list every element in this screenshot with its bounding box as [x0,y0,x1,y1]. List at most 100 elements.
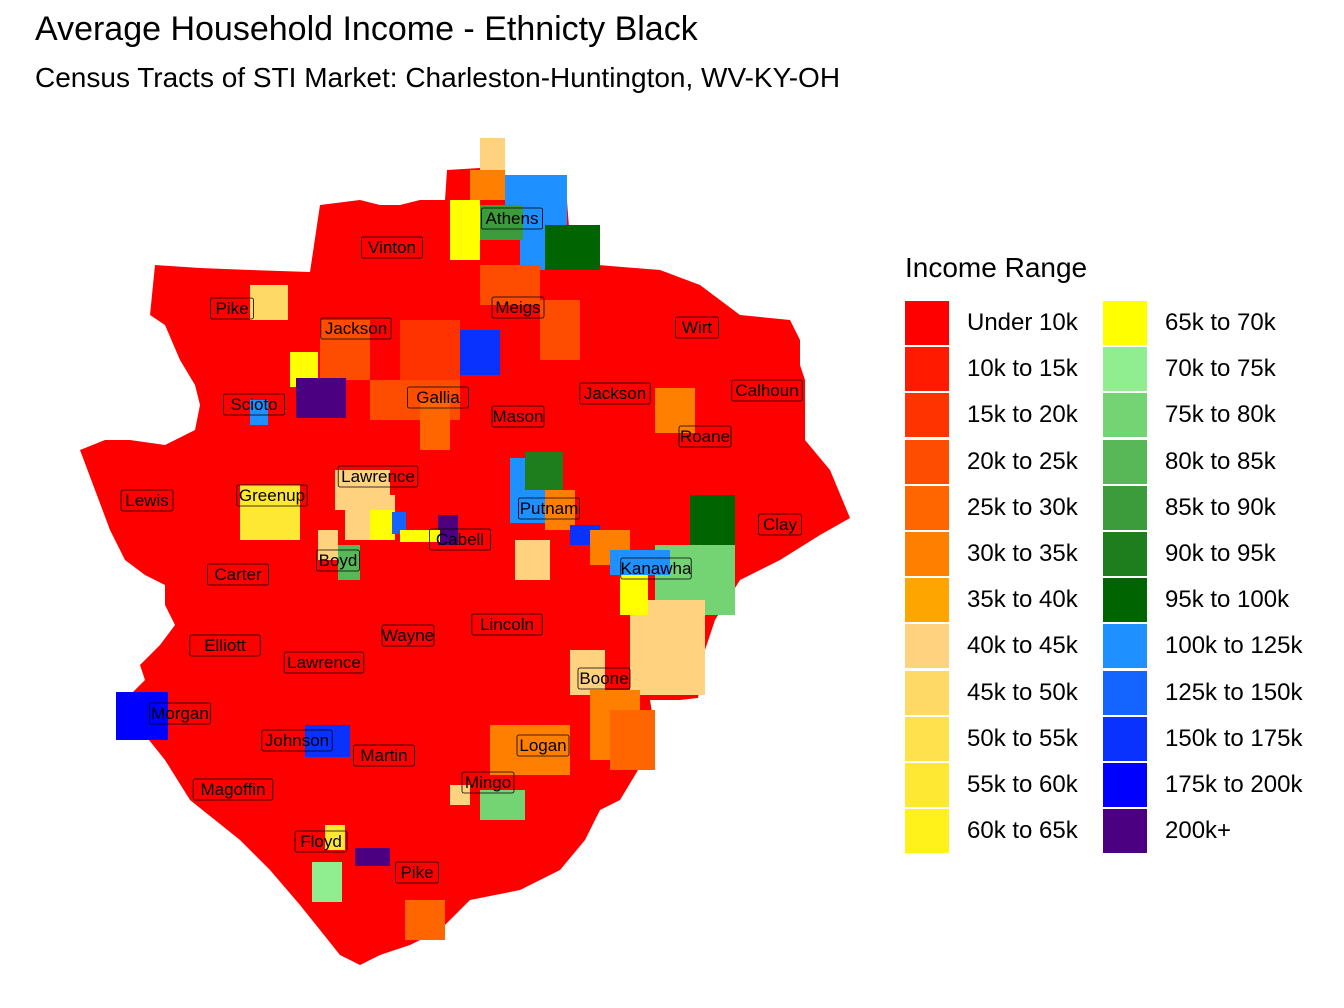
county-labels: Athens Vinton Pike Jackson Meigs Wirt Calhoun S… [120,207,803,884]
legend-item: 200k+ [1103,808,1231,854]
legend-item: 175k to 200k [1103,762,1302,808]
county-label: Greenup [236,484,308,507]
county-label-text: Lawrence [341,467,415,486]
legend-label: 50k to 55k [967,724,1078,752]
tract [240,485,300,540]
tract [570,650,605,695]
legend-item: Under 10k [905,300,1078,346]
county-label-box [320,317,392,340]
county-label-text: Wayne [382,626,434,645]
county-label: Elliott [189,634,261,657]
tract [400,530,440,542]
county-label-box [406,386,469,409]
tract [470,170,505,200]
county-label-text: Boone [579,669,628,688]
legend-label: 70k to 75k [1165,355,1276,383]
legend-swatch [905,716,949,761]
legend-label: 25k to 30k [967,493,1078,521]
county-label-text: Putnam [520,499,579,518]
county-label: Lawrence [283,651,365,674]
legend-item: 75k to 80k [1103,392,1276,438]
tract [525,452,563,490]
tract [545,490,575,530]
legend-swatch [905,578,949,623]
county-label-box [620,557,692,580]
county-label: Calhoun [731,379,803,402]
legend-item: 125k to 150k [1103,670,1302,716]
tract [116,692,168,740]
tract [478,205,523,240]
legend-label: Under 10k [967,309,1078,336]
county-label: Boone [577,667,631,690]
county-label: Pike [210,297,254,320]
legend-label: 80k to 85k [1165,447,1276,475]
county-label-text: Kanawha [621,559,692,578]
county-label: Scioto [222,393,285,416]
county-label-box [222,393,285,416]
county-label-box [758,513,802,536]
legend-swatch [1103,347,1147,392]
tract [690,495,735,550]
tract [610,710,655,770]
county-label-box [210,297,254,320]
county-label: Lawrence [337,465,419,488]
legend-label: 95k to 100k [1165,586,1290,614]
tract [620,575,648,615]
tract [480,790,525,820]
county-label-box [283,651,365,674]
legend-title: Income Range [905,252,1088,283]
legend-label: 65k to 70k [1165,309,1276,336]
county-label: Wayne [381,624,435,647]
tract [655,388,695,433]
legend-item: 90k to 95k [1103,531,1276,577]
county-label-text: Johnson [265,731,329,750]
legend-swatch [1103,809,1147,854]
legend-item: 10k to 15k [905,346,1078,392]
county-label-box [678,425,732,448]
legend-item: 20k to 25k [905,439,1078,485]
legend-item: 30k to 35k [905,531,1078,577]
legend-item: 55k to 60k [905,762,1078,808]
tract [370,510,395,540]
county-label: Floyd [294,830,348,853]
county-label-text: Athens [486,209,539,228]
county-label-text: Logan [519,736,566,755]
legend-label: 30k to 35k [967,540,1078,567]
legend-swatch [905,439,949,484]
legend-label: 85k to 90k [1165,493,1276,521]
county-label-box [120,489,174,512]
county-label-text: Boyd [319,551,358,570]
legend-item: 45k to 50k [905,670,1078,716]
county-label-box [316,549,360,572]
county-label: Martin [352,744,415,767]
tract [250,285,288,320]
legend-label: 150k to 175k [1165,724,1303,752]
legend-item: 40k to 45k [905,623,1078,669]
county-label-text: Wirt [682,318,712,337]
county-label: Meigs [491,296,545,319]
county-label: Mason [491,405,545,428]
tract [405,900,445,940]
county-label-box [516,734,570,757]
legend-swatch [905,347,949,392]
tract-patches [116,138,735,940]
legend-item: 150k to 175k [1103,716,1302,762]
legend-swatch [1103,301,1147,345]
legend-label: 55k to 60k [967,771,1078,798]
county-label: Johnson [261,729,333,752]
county-label-box [518,497,581,520]
county-label: Lincoln [471,613,543,636]
legend-label: 40k to 45k [967,632,1078,660]
county-label-box [731,379,803,402]
legend-item: 85k to 90k [1103,485,1276,531]
county-label-box [395,861,439,884]
county-label-box [294,830,348,853]
tract [392,512,406,534]
county-label: Wirt [675,316,719,339]
legend-swatch [905,532,949,576]
tract [318,530,338,560]
legend-swatch [1103,393,1147,438]
county-label: Carter [206,563,269,586]
county-label-box [577,667,631,690]
county-label-box [579,382,651,405]
